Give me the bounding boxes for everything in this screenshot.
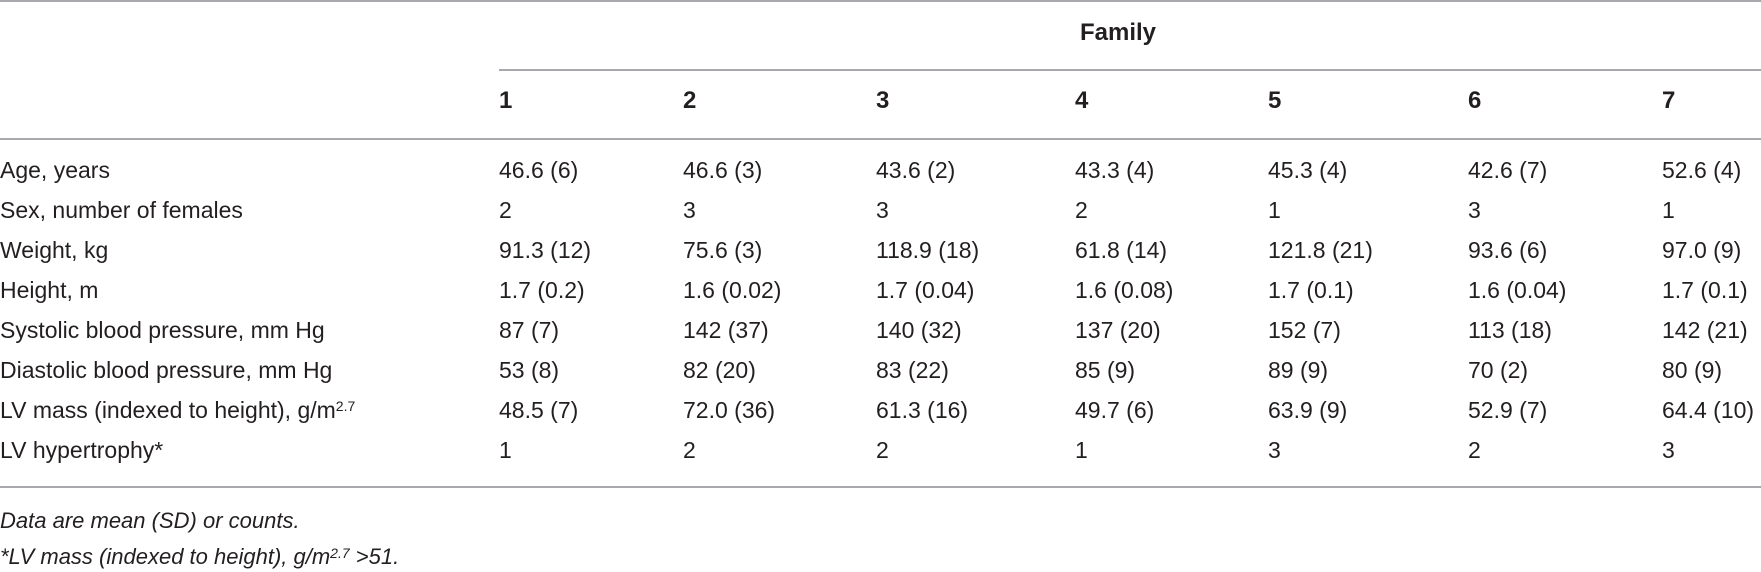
table-cell: 1.7 (0.1) [1268, 277, 1354, 303]
table-cell: 46.6 (3) [683, 157, 763, 183]
table-cell: 52.9 (7) [1468, 397, 1548, 423]
header-bottom-rule [0, 138, 1761, 140]
table-cell: 1 [1075, 437, 1088, 463]
table-cell: 91.3 (12) [499, 237, 592, 263]
table-cell: 1 [1268, 197, 1281, 223]
table-cell: 61.8 (14) [1075, 237, 1168, 263]
table-cell: 85 (9) [1075, 357, 1136, 383]
table-cell: 89 (9) [1268, 357, 1329, 383]
table-cell: 121.8 (21) [1268, 237, 1373, 263]
table-cell: 137 (20) [1075, 317, 1161, 343]
column-header-2: 2 [683, 87, 697, 114]
table-cell: 2 [499, 197, 512, 223]
family-header-rule [499, 69, 1761, 71]
table-cell: 2 [1075, 197, 1088, 223]
table-cell: 1.6 (0.04) [1468, 277, 1567, 303]
table-cell: 2 [876, 437, 889, 463]
row-label: Age, years [0, 155, 110, 185]
column-header-4: 4 [1075, 87, 1089, 114]
table-cell: 1.6 (0.02) [683, 277, 782, 303]
table-cell: 93.6 (6) [1468, 237, 1548, 263]
table-cell: 70 (2) [1468, 357, 1529, 383]
footnote-prefix: *LV mass (indexed to height), g/m [0, 544, 331, 569]
table-cell: 52.6 (4) [1662, 157, 1742, 183]
row-label-text: LV hypertrophy* [0, 437, 164, 463]
table-cell: 83 (22) [876, 357, 949, 383]
table-cell: 46.6 (6) [499, 157, 579, 183]
column-header-7: 7 [1662, 87, 1676, 114]
table-cell: 118.9 (18) [876, 237, 980, 263]
table-cell: 113 (18) [1468, 317, 1552, 343]
table-cell: 42.6 (7) [1468, 157, 1548, 183]
row-label-text: Height, m [0, 277, 99, 303]
row-label-text: Diastolic blood pressure, mm Hg [0, 357, 333, 383]
table-cell: 1.6 (0.08) [1075, 277, 1174, 303]
row-label: Weight, kg [0, 235, 108, 265]
table-cell: 87 (7) [499, 317, 560, 343]
row-label: LV hypertrophy* [0, 435, 163, 465]
column-header-3: 3 [876, 87, 890, 114]
group-header-family: Family [1080, 19, 1157, 46]
row-label-text: LV mass (indexed to height), g/m [0, 397, 336, 423]
row-label-text: Weight, kg [0, 237, 109, 263]
table-cell: 82 (20) [683, 357, 756, 383]
row-label-text: Age, years [0, 157, 110, 183]
row-label-text: Sex, number of females [0, 197, 243, 223]
table-cell: 1.7 (0.04) [876, 277, 975, 303]
footnote-superscript: 2.7 [330, 545, 350, 561]
table-cell: 3 [1662, 437, 1675, 463]
row-label-superscript: 2.7 [335, 398, 356, 414]
row-label: Diastolic blood pressure, mm Hg [0, 355, 332, 385]
column-header-1: 1 [499, 87, 513, 114]
table-cell: 43.6 (2) [876, 157, 956, 183]
table-cell: 72.0 (36) [683, 397, 776, 423]
column-header-5: 5 [1268, 87, 1282, 114]
table-cell: 3 [1268, 437, 1281, 463]
row-label: LV mass (indexed to height), g/m2.7 [0, 395, 355, 425]
table-cell: 3 [876, 197, 889, 223]
table-cell: 3 [1468, 197, 1481, 223]
row-label: Systolic blood pressure, mm Hg [0, 315, 325, 345]
row-label: Height, m [0, 275, 98, 305]
table-cell: 45.3 (4) [1268, 157, 1348, 183]
column-header-6: 6 [1468, 87, 1482, 114]
table-cell: 2 [683, 437, 696, 463]
row-label-text: Systolic blood pressure, mm Hg [0, 317, 325, 343]
table-bottom-rule [0, 486, 1761, 488]
table-cell: 142 (37) [683, 317, 769, 343]
table-cell: 97.0 (9) [1662, 237, 1742, 263]
table-cell: 2 [1468, 437, 1481, 463]
table-cell: 140 (32) [876, 317, 962, 343]
table-cell: 80 (9) [1662, 357, 1723, 383]
table-cell: 1.7 (0.1) [1662, 277, 1748, 303]
table-cell: 152 (7) [1268, 317, 1341, 343]
table-cell: 53 (8) [499, 357, 560, 383]
table-cell: 63.9 (9) [1268, 397, 1348, 423]
table-cell: 1.7 (0.2) [499, 277, 585, 303]
table-cell: 1 [1662, 197, 1675, 223]
footnote-lv-hypertrophy: *LV mass (indexed to height), g/m2.7 >51… [0, 543, 399, 571]
table-cell: 1 [499, 437, 512, 463]
table-cell: 43.3 (4) [1075, 157, 1155, 183]
table-cell: 3 [683, 197, 696, 223]
footnote-data-description: Data are mean (SD) or counts. [0, 508, 300, 533]
table-cell: 75.6 (3) [683, 237, 763, 263]
table-cell: 61.3 (16) [876, 397, 969, 423]
table-cell: 49.7 (6) [1075, 397, 1155, 423]
table-cell: 64.4 (10) [1662, 397, 1755, 423]
table-top-rule [0, 0, 1761, 2]
table-cell: 142 (21) [1662, 317, 1748, 343]
footnote-suffix: >51. [349, 544, 400, 569]
table-cell: 48.5 (7) [499, 397, 579, 423]
row-label: Sex, number of females [0, 195, 243, 225]
